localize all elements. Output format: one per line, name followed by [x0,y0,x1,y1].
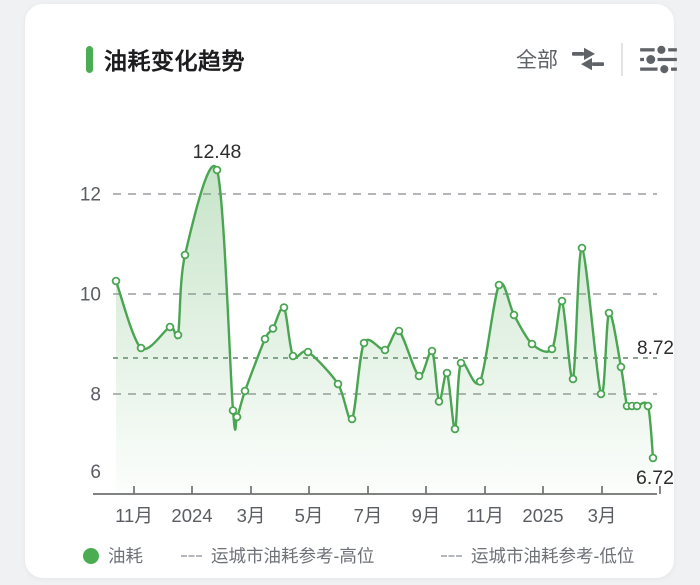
swap-icon[interactable] [571,46,605,72]
fuel-trend-card: 8.72 11月 2024 3月 5月 7月 9月 11月 2025 3月 12 10 8 6 12.48 6… [25,4,677,578]
svg-text:9月: 9月 [412,505,441,526]
svg-text:11月: 11月 [115,505,153,526]
svg-text:3月: 3月 [588,505,617,526]
svg-text:11月: 11月 [466,505,504,526]
page-title: 油耗变化趋势 [104,48,245,74]
title-group: 油耗变化趋势 [86,42,245,76]
legend-item-reference-high[interactable]: 运城市油耗参考-高位 [181,543,374,568]
chart-legend: 油耗 运城市油耗参考-高位 运城市油耗参考-低位 [25,541,700,566]
svg-text:3月: 3月 [237,505,266,526]
card-header: 油耗变化趋势 全部 [86,38,678,80]
svg-text:7月: 7月 [354,505,383,526]
legend-item-reference-low[interactable]: 运城市油耗参考-低位 [441,543,634,568]
svg-text:8.72: 8.72 [637,338,674,359]
legend-item-fuel[interactable]: 油耗 [83,543,143,568]
fuel-trend-chart[interactable]: 8.72 11月 2024 3月 5月 7月 9月 11月 2025 3月 12 10 8 6 12.48 6… [25,4,700,585]
svg-text:8: 8 [90,385,101,406]
svg-text:10: 10 [80,285,101,306]
legend-label: 运城市油耗参考-低位 [471,546,635,566]
svg-text:12: 12 [80,185,101,206]
svg-text:6: 6 [90,462,101,483]
legend-dash-icon [181,554,202,557]
legend-dot-icon [83,547,99,564]
svg-text:2025: 2025 [522,505,563,526]
svg-text:6.72: 6.72 [636,467,674,489]
filter-sliders-icon[interactable] [639,45,678,74]
header-actions: 全部 [516,42,678,76]
svg-text:5月: 5月 [295,505,324,526]
legend-label: 运城市油耗参考-高位 [211,546,375,566]
header-divider [621,42,623,76]
title-accent-bar [86,45,93,73]
svg-text:2024: 2024 [171,505,212,526]
legend-dash-icon [441,554,462,557]
svg-text:12.48: 12.48 [193,141,242,163]
filter-all-label[interactable]: 全部 [516,49,558,72]
legend-label: 油耗 [108,546,143,566]
fuel-trend-line-chart[interactable]: 8.72 11月 2024 3月 5月 7月 9月 11月 2025 3月 12 10 8 6 12.48 6… [25,4,700,585]
